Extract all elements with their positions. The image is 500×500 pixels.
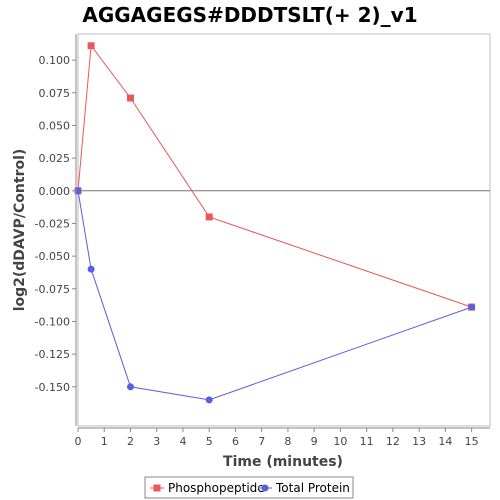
data-point-circle (205, 396, 213, 404)
x-tick-label: 5 (206, 435, 213, 448)
data-point-square (205, 213, 213, 221)
x-ticks: 0 1 2 3 4 5 6 7 8 9 10 11 12 13 14 15 (75, 428, 479, 448)
x-tick-label: 10 (333, 435, 347, 448)
y-tick-label: -0.100 (35, 315, 70, 328)
x-tick-label: 3 (153, 435, 160, 448)
legend-item: Phosphopeptide (150, 481, 265, 495)
legend: Phosphopeptide Total Protein (144, 476, 354, 499)
y-tick-label: -0.075 (35, 283, 70, 296)
x-tick-label: 12 (386, 435, 400, 448)
y-tick-label: -0.025 (35, 217, 70, 230)
x-tick-label: 8 (284, 435, 291, 448)
x-tick-label: 1 (101, 435, 108, 448)
legend-label: Phosphopeptide (168, 481, 265, 495)
legend-box (144, 476, 354, 499)
x-tick-label: 15 (465, 435, 479, 448)
y-tick-label: 0.025 (39, 152, 71, 165)
x-tick-label: 14 (438, 435, 452, 448)
x-tick-label: 11 (360, 435, 374, 448)
chart-title: AGGAGEGS#DDDTSLT(+ 2)_v1 (82, 3, 417, 27)
data-point-circle (87, 265, 95, 273)
y-ticks: 0.100 0.075 0.050 0.025 0.000 -0.025 -0.050 -0.… (35, 54, 76, 394)
data-point-square (126, 94, 134, 102)
x-tick-label: 4 (179, 435, 186, 448)
legend-item: Total Protein (258, 481, 350, 495)
x-tick-label: 7 (258, 435, 265, 448)
x-tick-label: 6 (232, 435, 239, 448)
legend-label: Total Protein (275, 481, 350, 495)
x-tick-label: 0 (75, 435, 82, 448)
y-tick-label: 0.075 (39, 87, 71, 100)
data-point-circle (126, 383, 134, 391)
x-axis-label: Time (minutes) (223, 454, 343, 470)
legend-marker-circle (261, 484, 269, 492)
y-tick-label: -0.125 (35, 348, 70, 361)
x-axis: 0 1 2 3 4 5 6 7 8 9 10 11 12 13 14 15 (75, 427, 490, 448)
legend-items: Phosphopeptide Total Protein (150, 481, 350, 495)
x-tick-label: 9 (311, 435, 318, 448)
y-axis-label: log2(dDAVP/Control) (12, 149, 28, 312)
y-tick-label: 0.000 (39, 185, 71, 198)
y-tick-label: 0.050 (39, 119, 71, 132)
y-tick-label: -0.150 (35, 381, 70, 394)
plot-frame (77, 33, 491, 427)
y-tick-label: 0.100 (39, 54, 71, 67)
data-point-square (87, 42, 95, 50)
legend-marker-square (153, 484, 161, 492)
x-tick-label: 2 (127, 435, 134, 448)
y-axis: 0.100 0.075 0.050 0.025 0.000 -0.025 -0.050 -0.… (35, 34, 77, 426)
plot-area (74, 33, 491, 427)
x-tick-label: 13 (412, 435, 426, 448)
y-tick-label: -0.050 (35, 250, 70, 263)
data-point-circle (468, 303, 476, 311)
